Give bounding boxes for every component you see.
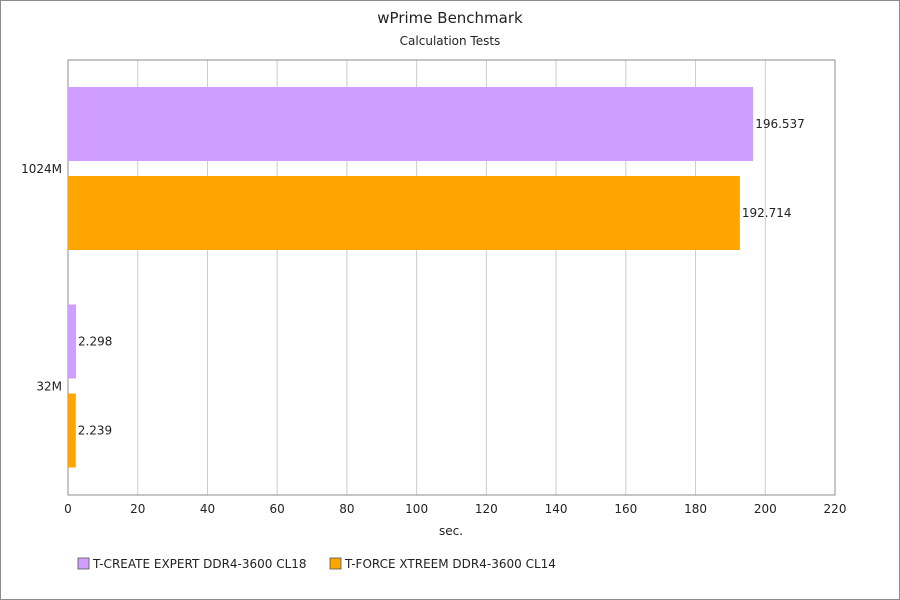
x-tick-label: 220 (824, 502, 847, 516)
x-tick-label: 180 (684, 502, 707, 516)
x-axis-label: sec. (439, 524, 463, 538)
x-axis-ticks: 0 20 40 60 80 100 120 140 160 180 200 220 (64, 502, 846, 516)
x-tick-label: 80 (339, 502, 354, 516)
legend-label: T-CREATE EXPERT DDR4-3600 CL18 (92, 557, 307, 571)
chart-subtitle: Calculation Tests (400, 34, 501, 48)
bar (68, 304, 77, 379)
chart-title: wPrime Benchmark (377, 9, 523, 27)
x-tick-label: 0 (64, 502, 72, 516)
data-label: 2.298 (78, 335, 112, 349)
data-label: 2.239 (78, 424, 112, 438)
legend-swatch (77, 557, 90, 570)
x-tick-label: 40 (200, 502, 215, 516)
x-tick-label: 100 (405, 502, 428, 516)
y-category-label: 32M (36, 379, 62, 393)
legend-label: T-FORCE XTREEM DDR4-3600 CL14 (344, 557, 556, 571)
x-tick-label: 160 (614, 502, 637, 516)
x-tick-label: 20 (130, 502, 145, 516)
data-label: 196.537 (755, 117, 805, 131)
plot-area (67, 59, 836, 496)
y-category-label: 1024M (21, 162, 62, 176)
y-axis-categories: 1024M 32M (21, 162, 62, 394)
bar (68, 393, 76, 468)
x-tick-label: 200 (754, 502, 777, 516)
bar (68, 87, 754, 161)
x-tick-label: 120 (475, 502, 498, 516)
data-label: 192.714 (742, 206, 792, 220)
legend: T-CREATE EXPERT DDR4-3600 CL18 T-FORCE XT… (77, 557, 556, 571)
x-tick-label: 140 (545, 502, 568, 516)
bars: 196.537 192.714 2.298 2.239 (68, 87, 805, 468)
legend-swatch (329, 557, 342, 570)
bar (68, 176, 740, 250)
x-tick-label: 60 (270, 502, 285, 516)
